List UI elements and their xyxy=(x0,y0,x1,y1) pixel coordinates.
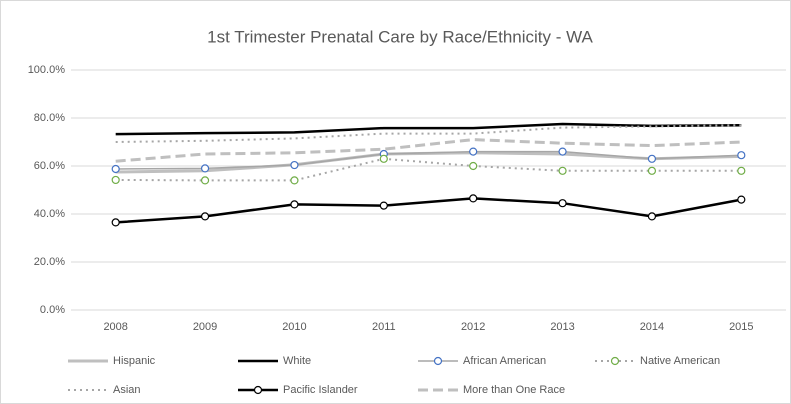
series-marker xyxy=(469,194,478,203)
series-marker xyxy=(558,166,567,175)
series-marker xyxy=(647,154,657,163)
series-line xyxy=(115,122,742,136)
series-marker xyxy=(469,161,478,171)
x-tick-label: 2008 xyxy=(103,321,127,333)
x-tick-label: 2014 xyxy=(640,321,664,333)
legend-marker xyxy=(253,385,263,395)
x-tick-label: 2011 xyxy=(372,321,396,333)
series-line xyxy=(115,197,742,224)
y-tick-label: 40.0% xyxy=(34,208,65,220)
series-marker xyxy=(290,200,299,209)
legend-label: Pacific Islander xyxy=(283,384,358,396)
y-tick-label: 80.0% xyxy=(34,112,65,124)
series-marker xyxy=(558,147,567,156)
series-line xyxy=(115,124,742,143)
series-line xyxy=(115,150,742,170)
x-tick-label: 2013 xyxy=(550,321,574,333)
series-marker xyxy=(558,199,567,208)
chart-title: 1st Trimester Prenatal Care by Race/Ethn… xyxy=(207,27,593,46)
legend-label: Native American xyxy=(640,355,720,367)
series-marker xyxy=(737,151,746,160)
series-marker xyxy=(647,166,657,175)
legend-label: African American xyxy=(463,355,546,367)
y-tick-label: 20.0% xyxy=(34,256,65,268)
series-marker xyxy=(111,175,120,185)
x-tick-label: 2012 xyxy=(461,321,485,333)
y-tick-label: 60.0% xyxy=(34,160,65,172)
series-marker xyxy=(379,154,388,163)
legend-label: White xyxy=(283,355,311,367)
series-marker xyxy=(737,195,746,204)
series-marker xyxy=(200,212,210,221)
x-tick-label: 2009 xyxy=(193,321,217,333)
series-marker xyxy=(200,164,210,173)
series-marker xyxy=(290,160,299,170)
series-marker xyxy=(290,176,299,185)
legend-marker xyxy=(610,356,620,366)
legend-label: More than One Race xyxy=(463,384,565,396)
series-marker xyxy=(737,166,746,175)
legend-label: Asian xyxy=(113,384,141,396)
series-marker xyxy=(379,201,388,210)
legend-marker xyxy=(433,356,443,366)
series-marker xyxy=(111,164,120,174)
x-tick-label: 2015 xyxy=(729,321,753,333)
series-marker xyxy=(469,147,478,156)
y-tick-label: 100.0% xyxy=(28,64,66,76)
series-marker xyxy=(111,218,120,227)
y-tick-label: 0.0% xyxy=(40,304,65,316)
series-marker xyxy=(200,176,210,185)
legend-label: Hispanic xyxy=(113,355,156,367)
series-marker xyxy=(647,212,657,221)
x-tick-label: 2010 xyxy=(282,321,306,333)
